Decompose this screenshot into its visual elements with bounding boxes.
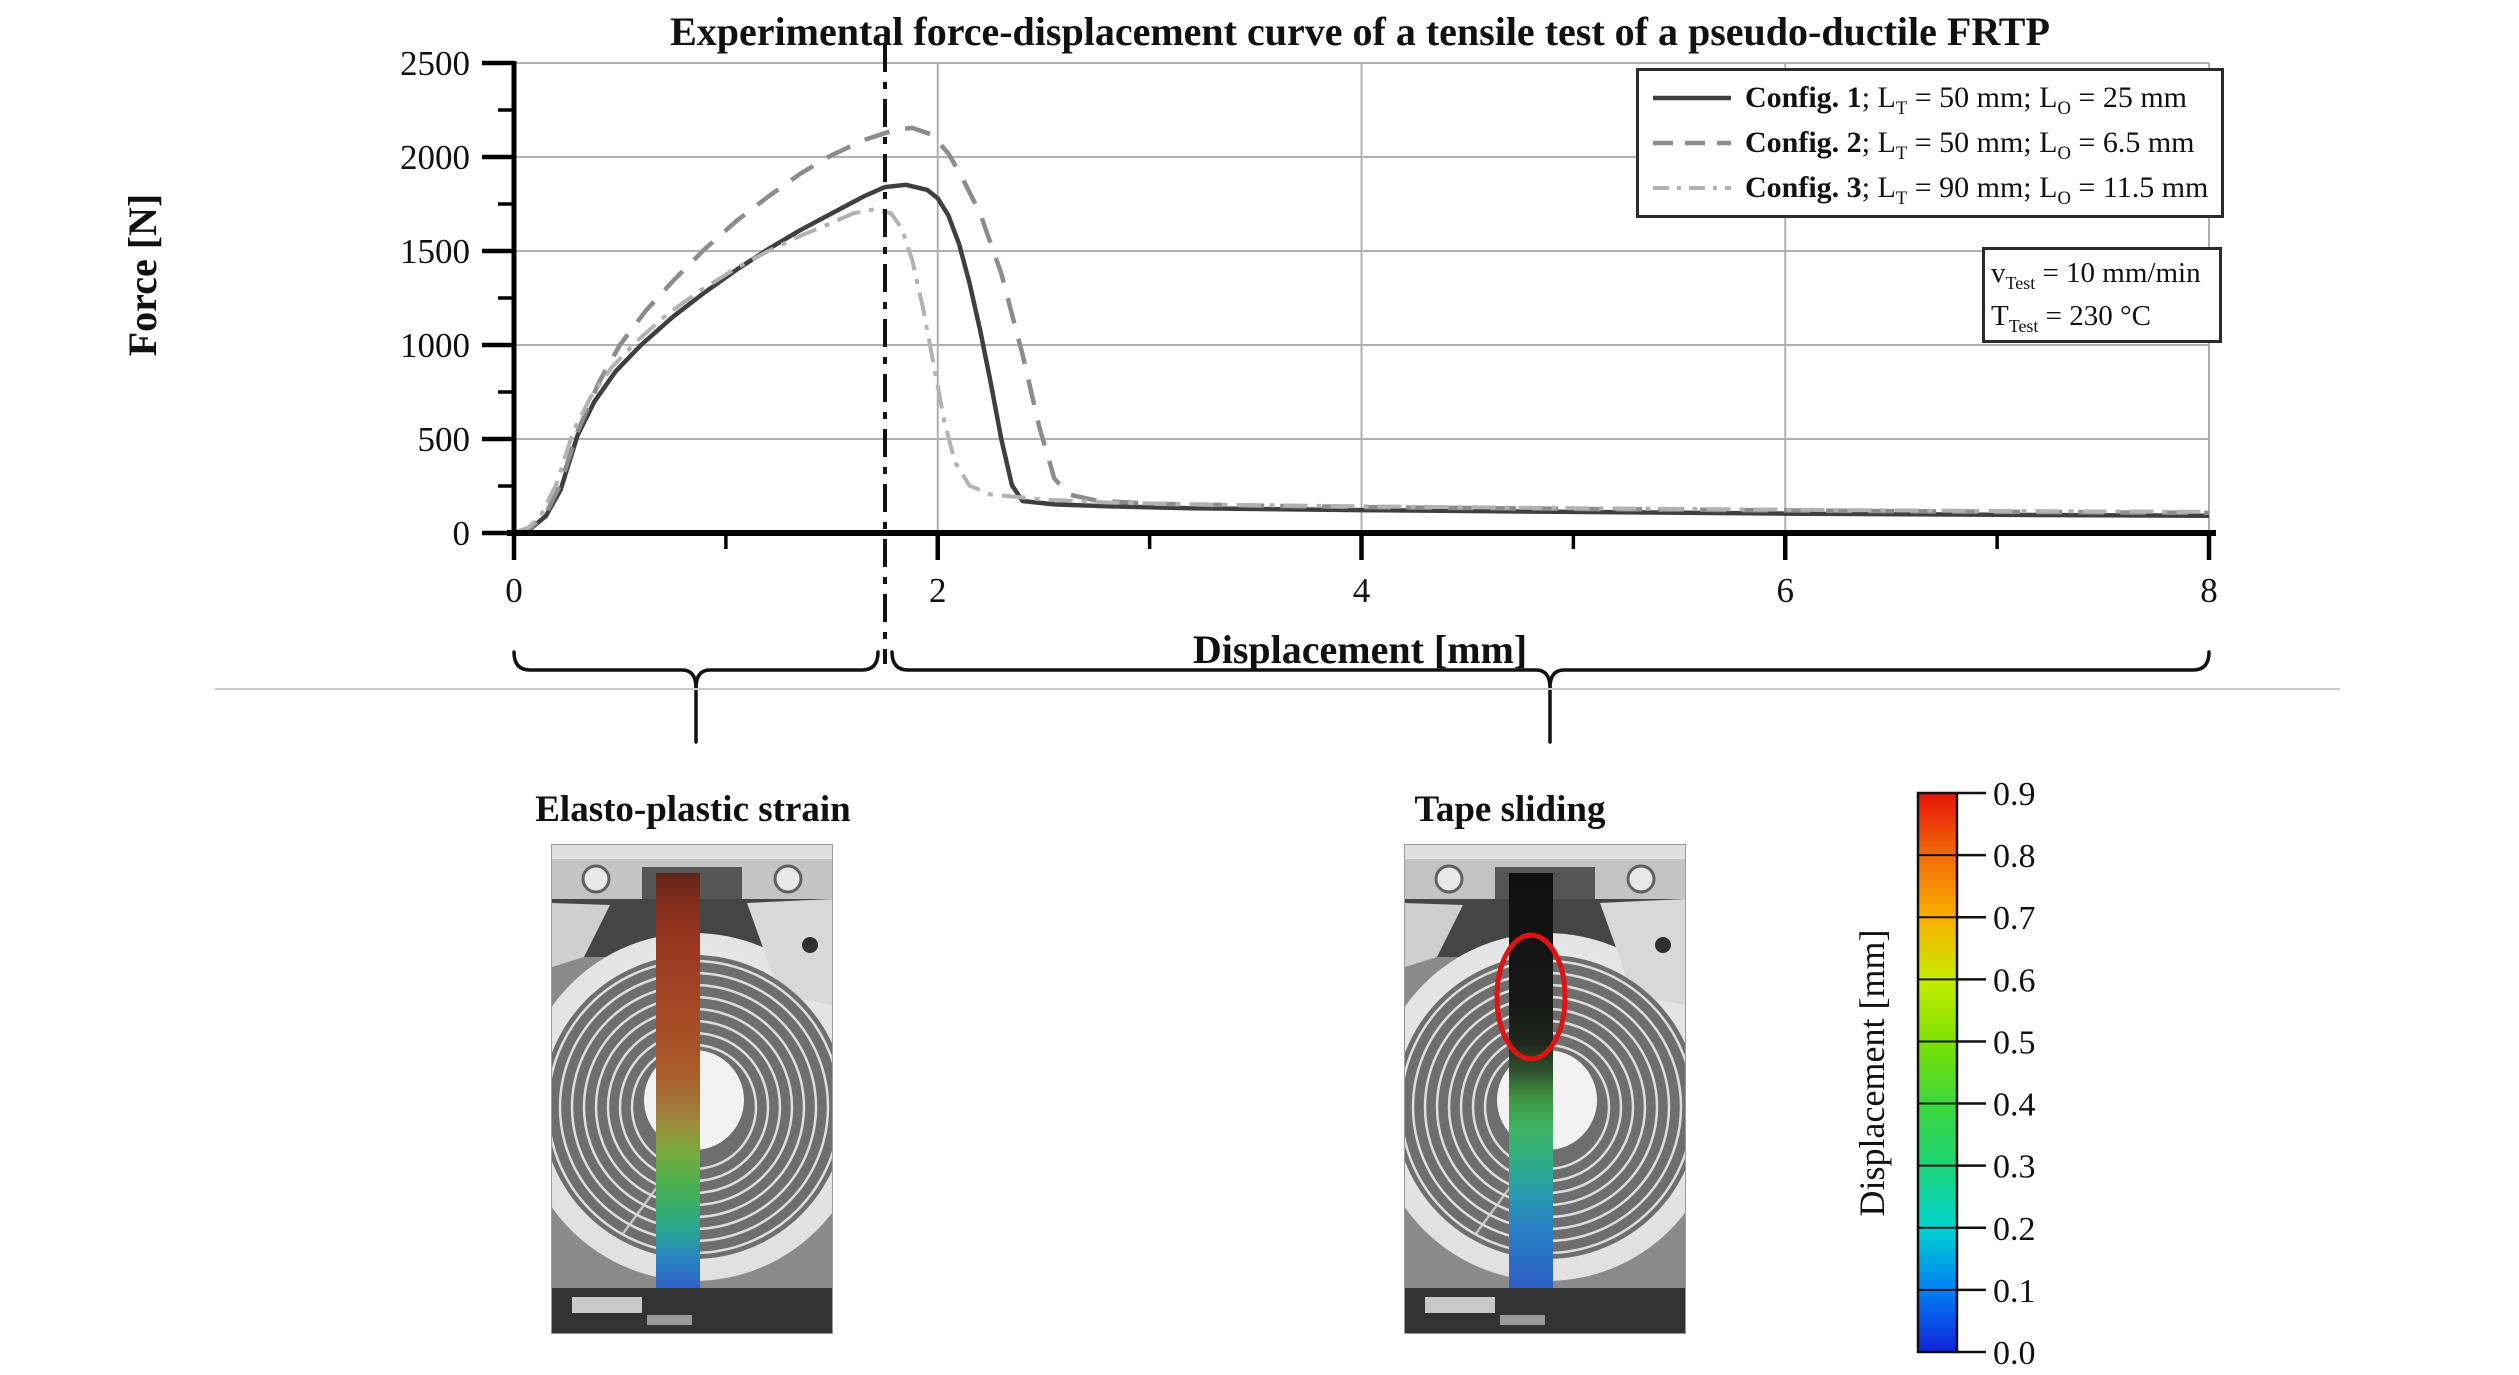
legend-line-sample-solid xyxy=(1653,95,1731,100)
y-axis-label: Force [N] xyxy=(120,193,165,357)
clamp-screw-icon xyxy=(1434,864,1464,894)
y-tick-label: 2000 xyxy=(400,138,470,177)
y-tick-label: 1000 xyxy=(400,326,470,365)
legend-box: Config. 1; LT = 50 mm; LO = 25 mm Config… xyxy=(1636,68,2224,218)
tape-specimen-dic-overlay xyxy=(656,873,700,1297)
test-temperature-row: TTest = 230 °C xyxy=(1991,300,2151,336)
test-conditions-box: vTest = 10 mm/min TTest = 230 °C xyxy=(1982,247,2222,343)
y-tick-label: 500 xyxy=(418,420,471,459)
colorbar-tick-label: 0.5 xyxy=(1993,1024,2036,1061)
data-curves xyxy=(513,125,2210,536)
legend-line-sample-dashed xyxy=(1653,140,1731,146)
x-tick-label: 4 xyxy=(1353,571,1371,610)
colorbar-tick-label: 0.4 xyxy=(1993,1087,2036,1124)
curve-config-3 xyxy=(513,207,2210,535)
slip-region-annotation xyxy=(1494,932,1568,1062)
y-tick-label: 1500 xyxy=(400,232,470,271)
underbrace-elastoplastic xyxy=(512,650,880,744)
legend-item-text: Config. 3; LT = 90 mm; LO = 11.5 mm xyxy=(1745,171,2209,210)
colorbar-tick-label: 0.7 xyxy=(1993,900,2036,937)
legend-item-text: Config. 2; LT = 50 mm; LO = 6.5 mm xyxy=(1745,125,2195,164)
colorbar-tick-label: 0.2 xyxy=(1993,1211,2036,1248)
colorbar-tick-label: 0.6 xyxy=(1993,962,2036,999)
bolt-hole xyxy=(1655,937,1671,953)
tick-labels: 0 500 1000 1500 2000 2500 0 2 4 6 8 xyxy=(400,44,2218,610)
axes xyxy=(482,60,2216,560)
x-axis-label: Displacement [mm] xyxy=(1192,627,1528,672)
section-label-elastoplastic: Elasto-plastic strain xyxy=(535,789,851,830)
machine-frame xyxy=(552,845,832,859)
test-speed-row: vTest = 10 mm/min xyxy=(1991,257,2201,293)
machine-frame xyxy=(1405,845,1685,859)
legend-item: Config. 3; LT = 90 mm; LO = 11.5 mm xyxy=(1651,171,2213,210)
colorbar: 0.9 0.8 0.7 0.6 0.5 0.4 0.3 0.2 0.1 0.0 xyxy=(1916,776,2036,1372)
clamp-screw-icon xyxy=(773,864,803,894)
colorbar-tick-label: 0.3 xyxy=(1993,1149,2036,1186)
specimen-photo-elastoplastic xyxy=(520,844,868,1334)
x-tick-label: 6 xyxy=(1777,571,1795,610)
colorbar-tick-label: 0.0 xyxy=(1993,1335,2036,1372)
x-tick-label: 8 xyxy=(2200,571,2218,610)
x-tick-label: 2 xyxy=(929,571,947,610)
y-tick-label: 0 xyxy=(453,514,471,553)
colorbar-label: Displacement [mm] xyxy=(1852,929,1892,1217)
clamp-screw-icon xyxy=(1626,864,1656,894)
section-label-tapesliding: Tape sliding xyxy=(1414,789,1606,830)
colorbar-tick-label: 0.8 xyxy=(1993,838,2036,875)
y-tick-label: 2500 xyxy=(400,44,470,83)
clamp-screw-icon xyxy=(581,864,611,894)
specimen-photo-tapesliding xyxy=(1373,844,1721,1334)
colorbar-gradient xyxy=(1918,793,1957,1352)
legend-item: Config. 1; LT = 50 mm; LO = 25 mm xyxy=(1651,80,2213,119)
colorbar-tick-label: 0.9 xyxy=(1993,776,2036,813)
colorbar-tick-label: 0.1 xyxy=(1993,1273,2036,1310)
legend-line-sample-dashdot xyxy=(1653,186,1731,191)
legend-item: Config. 2; LT = 50 mm; LO = 6.5 mm xyxy=(1651,125,2213,164)
bolt-hole xyxy=(802,937,818,953)
x-tick-label: 0 xyxy=(505,571,523,610)
chart-title: Experimental force-displacement curve of… xyxy=(670,9,2050,54)
legend-item-text: Config. 1; LT = 50 mm; LO = 25 mm xyxy=(1745,80,2187,119)
curve-config-1 xyxy=(513,182,2210,536)
